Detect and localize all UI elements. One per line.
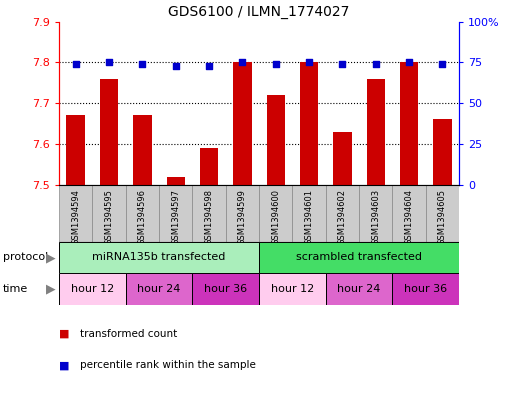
Point [438, 61, 446, 67]
Bar [259, 185, 292, 242]
Text: transformed count: transformed count [80, 329, 177, 339]
Text: GSM1394595: GSM1394595 [105, 189, 113, 245]
Bar [59, 242, 259, 273]
Bar [326, 185, 359, 242]
Text: hour 24: hour 24 [137, 284, 181, 294]
Point [305, 59, 313, 66]
Bar [126, 273, 192, 305]
Bar [200, 148, 218, 185]
Title: GDS6100 / ILMN_1774027: GDS6100 / ILMN_1774027 [168, 5, 350, 19]
Text: GSM1394594: GSM1394594 [71, 189, 80, 245]
Text: GSM1394597: GSM1394597 [171, 189, 180, 245]
Bar [192, 273, 259, 305]
Bar [392, 185, 426, 242]
Point [405, 59, 413, 66]
Point [105, 59, 113, 66]
Bar [192, 185, 226, 242]
Text: time: time [3, 284, 28, 294]
Text: protocol: protocol [3, 252, 48, 263]
Bar [233, 62, 251, 185]
Bar [392, 273, 459, 305]
Text: miRNA135b transfected: miRNA135b transfected [92, 252, 226, 263]
Bar [326, 273, 392, 305]
Text: ■: ■ [59, 329, 69, 339]
Text: GSM1394598: GSM1394598 [205, 189, 213, 245]
Bar [59, 185, 92, 242]
Bar [226, 185, 259, 242]
Bar [267, 95, 285, 185]
Bar [100, 79, 118, 185]
Text: GSM1394604: GSM1394604 [405, 189, 413, 245]
Text: GSM1394602: GSM1394602 [338, 189, 347, 245]
Text: hour 12: hour 12 [271, 284, 314, 294]
Text: ■: ■ [59, 360, 69, 371]
Bar [133, 116, 151, 185]
Text: GSM1394599: GSM1394599 [238, 189, 247, 245]
Bar [67, 116, 85, 185]
Text: scrambled transfected: scrambled transfected [296, 252, 422, 263]
Bar [92, 185, 126, 242]
Point [238, 59, 246, 66]
Point [171, 62, 180, 69]
Text: hour 36: hour 36 [404, 284, 447, 294]
Point [205, 62, 213, 69]
Bar [300, 62, 318, 185]
Point [271, 61, 280, 67]
Text: GSM1394601: GSM1394601 [305, 189, 313, 245]
Text: GSM1394605: GSM1394605 [438, 189, 447, 245]
Bar [259, 273, 326, 305]
Point [71, 61, 80, 67]
Bar [367, 79, 385, 185]
Bar [59, 273, 126, 305]
Text: ▶: ▶ [46, 282, 55, 296]
Bar [433, 119, 451, 185]
Text: ▶: ▶ [46, 251, 55, 264]
Text: GSM1394603: GSM1394603 [371, 189, 380, 245]
Text: hour 36: hour 36 [204, 284, 247, 294]
Bar [292, 185, 326, 242]
Point [138, 61, 146, 67]
Point [371, 61, 380, 67]
Text: GSM1394596: GSM1394596 [138, 189, 147, 245]
Bar [126, 185, 159, 242]
Bar [159, 185, 192, 242]
Bar [333, 132, 351, 185]
Text: GSM1394600: GSM1394600 [271, 189, 280, 245]
Bar [167, 176, 185, 185]
Text: percentile rank within the sample: percentile rank within the sample [80, 360, 255, 371]
Text: hour 24: hour 24 [338, 284, 381, 294]
Point [338, 61, 346, 67]
Bar [426, 185, 459, 242]
Bar [359, 185, 392, 242]
Bar [259, 242, 459, 273]
Text: hour 12: hour 12 [71, 284, 114, 294]
Bar [400, 62, 418, 185]
